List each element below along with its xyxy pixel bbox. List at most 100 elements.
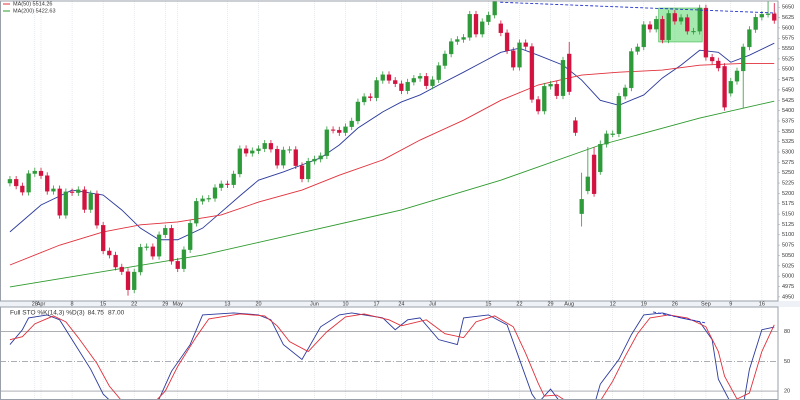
candle-body [337, 129, 342, 133]
y-tick-label: 5375 [782, 118, 794, 124]
candle-body [219, 183, 224, 188]
candle-body [647, 24, 653, 30]
candle-body [57, 188, 62, 216]
price-frame [0, 0, 779, 302]
candle-body [654, 19, 659, 30]
x-tick-label: 17 [374, 302, 380, 308]
candle-body [598, 144, 603, 173]
y-tick-label: 5475 [782, 77, 794, 83]
candle-body [318, 155, 323, 160]
candle-body [349, 120, 354, 127]
candle-body [666, 13, 671, 41]
candle-body [181, 249, 187, 269]
candle-body [361, 96, 367, 103]
candle-body [281, 149, 286, 166]
candle-body [256, 148, 261, 151]
y-tick-label: 5325 [782, 139, 794, 145]
candle-body [250, 150, 255, 154]
y-tick-label: 5300 [782, 149, 794, 155]
candle-body [772, 13, 777, 21]
y-tick-label: 5175 [782, 201, 794, 207]
candle-body [660, 19, 665, 41]
candle-body [374, 80, 379, 98]
candle-body [306, 160, 311, 180]
candle-body [753, 16, 758, 30]
y-tick-label: 5275 [782, 160, 794, 166]
candle-body [622, 87, 628, 97]
candle-body [138, 247, 143, 273]
y-tick-label: 5350 [782, 129, 794, 135]
candle-body [119, 266, 124, 272]
candle-body [355, 101, 361, 122]
x-tick-label: 16 [759, 302, 765, 308]
candle-body [38, 170, 44, 176]
y-tick-label: 5400 [782, 108, 794, 114]
date-band [0, 301, 800, 307]
x-tick-label: 10 [342, 302, 348, 308]
candle-body [76, 189, 81, 193]
candle-body [697, 7, 702, 32]
candle-body [399, 83, 404, 91]
candle-body [237, 148, 243, 175]
candle-body [26, 173, 31, 193]
candle-body [69, 191, 75, 193]
candle-body [517, 42, 522, 68]
y-tick-label: 4950 [782, 294, 794, 300]
candle-body [411, 78, 417, 83]
candle-body [51, 188, 56, 192]
x-tick-label: Jul [429, 302, 436, 308]
candle-body [554, 84, 559, 96]
x-tick-label: 29 [162, 302, 168, 308]
candle-body [442, 53, 448, 66]
candle-body [393, 80, 398, 84]
y-tick-label: 5250 [782, 170, 794, 176]
x-tick-label: 8 [71, 302, 74, 308]
candle-body [616, 96, 622, 134]
candle-body [231, 173, 236, 185]
candle-body [82, 189, 87, 210]
candle-body [678, 17, 684, 22]
candle-body [368, 96, 373, 98]
candle-body [274, 148, 280, 166]
candle-body [467, 14, 472, 38]
candle-body [436, 65, 441, 80]
candle-body [635, 46, 640, 52]
candle-body [63, 191, 69, 216]
x-tick-label: 24 [398, 302, 404, 308]
candle-body [567, 53, 572, 92]
y-tick-label: 5225 [782, 181, 794, 187]
y-tick-label: 5450 [782, 87, 794, 93]
candle-body [604, 133, 609, 145]
y-tick-label: 5425 [782, 98, 794, 104]
candle-body [542, 86, 547, 112]
x-tick-label: 13 [224, 302, 230, 308]
candle-body [455, 39, 460, 42]
candle-body [685, 17, 690, 32]
series-line [9, 42, 775, 241]
candle-body [225, 183, 230, 185]
trendline [500, 1, 776, 14]
candle-body [299, 165, 305, 180]
candle-body [424, 76, 429, 86]
candle-body [709, 57, 715, 62]
candle-body [492, 1, 497, 16]
candle-body [461, 37, 466, 40]
candle-body [386, 74, 392, 81]
candle-body [629, 51, 634, 89]
series-line [9, 100, 775, 288]
x-tick-label: Jun [310, 302, 319, 308]
candle-body [200, 198, 205, 202]
candle-body [312, 158, 317, 162]
candle-body [32, 170, 37, 174]
stoch-title: Full STO %K(14,3) %D(3) [10, 310, 85, 317]
candle-body [716, 60, 721, 69]
candle-body [641, 24, 646, 48]
y-tick-label: 5100 [782, 232, 794, 238]
candle-body [498, 23, 504, 34]
candle-body [324, 129, 330, 156]
y-tick-label: 5125 [782, 222, 794, 228]
candle-body [672, 13, 677, 22]
candle-body [101, 225, 106, 252]
y-tick-label: 5625 [782, 15, 794, 21]
